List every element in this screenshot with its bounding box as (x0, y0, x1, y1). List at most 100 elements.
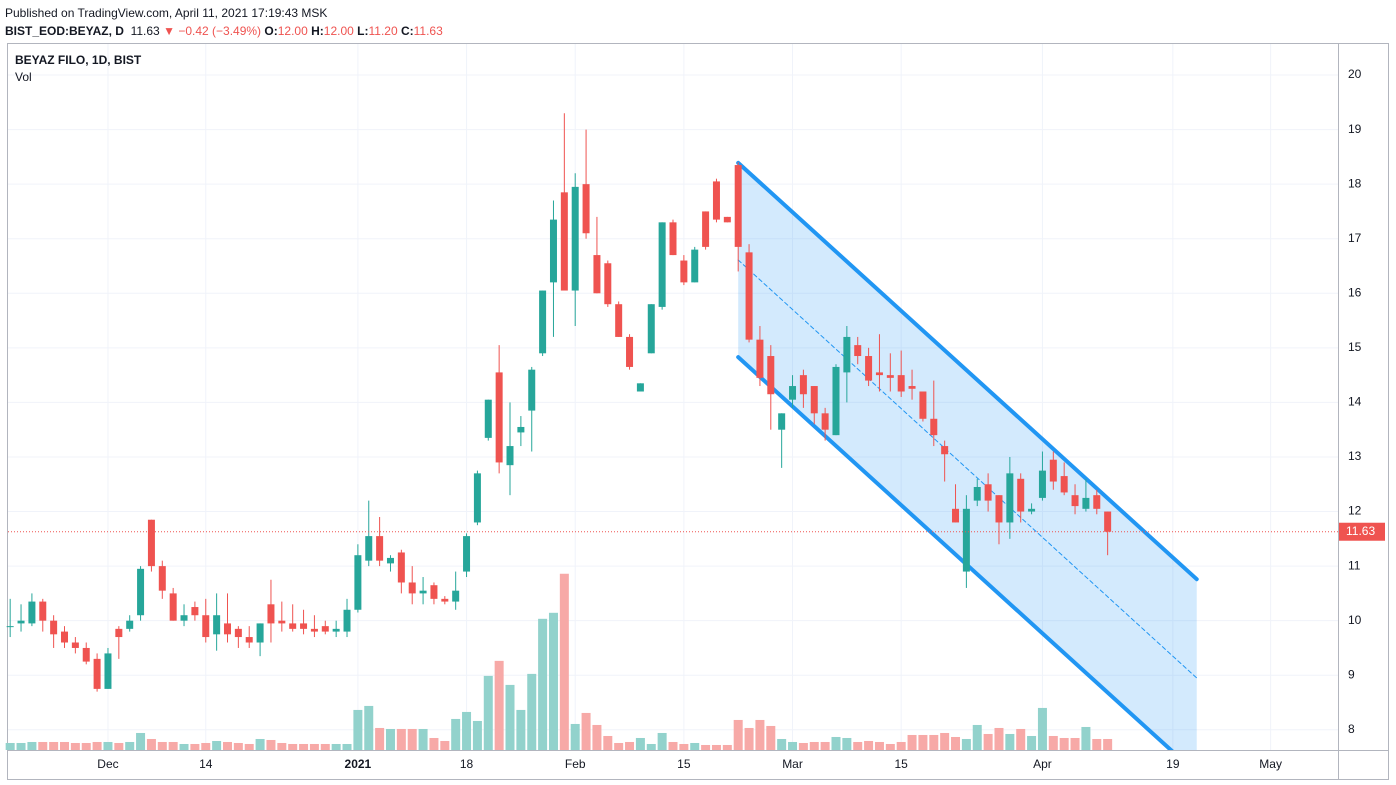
volume-bar (635, 737, 645, 750)
volume-bar (385, 728, 395, 750)
volume-bar (701, 744, 711, 750)
candle-body (495, 372, 503, 463)
x-tick-label: Dec (97, 757, 118, 771)
candle-body (778, 413, 786, 430)
candle-body (506, 446, 514, 466)
candle-body (376, 536, 384, 561)
candle-body (17, 620, 25, 624)
o: 12.00 (277, 24, 308, 38)
volume-bar (842, 737, 852, 750)
volume-bar (755, 719, 765, 750)
volume-bar (690, 742, 700, 750)
volume-bar (483, 675, 493, 750)
c-label: C: (400, 24, 414, 38)
candle-body (571, 186, 579, 291)
volume-bar (375, 727, 385, 750)
y-tick-label: 12 (1348, 504, 1362, 518)
candle-body (702, 211, 710, 247)
volume-bar (16, 742, 26, 750)
candle-body (169, 593, 177, 621)
volume-bar (733, 719, 743, 750)
volume-bar (288, 743, 298, 750)
candle-body (582, 184, 590, 234)
volume-bar (190, 743, 200, 750)
y-tick-label: 8 (1348, 722, 1355, 736)
volume-bar (940, 732, 950, 750)
volume-bar (244, 743, 254, 750)
volume-bar (668, 741, 678, 750)
volume-bar (679, 743, 689, 750)
volume-bar (472, 720, 482, 750)
volume-bar (364, 705, 374, 750)
volume (5, 573, 1113, 750)
candle-body (245, 637, 253, 643)
candles (6, 113, 1112, 692)
candle-body (930, 418, 938, 436)
candle-body (354, 555, 362, 610)
arrow: ▼ (163, 24, 175, 38)
volume-bar (353, 709, 363, 750)
y-tick-label: 17 (1348, 231, 1362, 245)
volume-bar (972, 724, 982, 750)
x-tick-label: Feb (565, 757, 586, 771)
candle-body (1104, 511, 1112, 532)
candle-body (647, 304, 655, 354)
volume-bar (559, 573, 569, 750)
channel-fill (738, 162, 1197, 750)
candle-body (658, 222, 666, 307)
volume-bar (407, 728, 417, 750)
candle-body (50, 620, 58, 635)
x-tick-label: Apr (1033, 757, 1052, 771)
candle-body (897, 375, 905, 392)
candle-body (767, 356, 775, 395)
candle-body (712, 181, 720, 220)
volume-bar (212, 740, 222, 750)
channel-upper (736, 160, 1199, 582)
candle-body (636, 383, 644, 392)
volume-bar (60, 741, 70, 750)
volume-bar (201, 742, 211, 750)
volume-bar (896, 741, 906, 750)
candle-body (560, 192, 568, 291)
candle-body (463, 536, 471, 572)
candle-body (6, 626, 14, 628)
candle-body (789, 386, 797, 400)
volume-bar (1070, 737, 1080, 750)
candle-body (158, 566, 166, 591)
volume-bar (1092, 738, 1102, 750)
candle-body (528, 369, 536, 411)
candle-body (137, 568, 145, 616)
candle-body (126, 620, 134, 629)
volume-bar (929, 734, 939, 750)
volume-bar (1005, 733, 1015, 750)
volume-bar (864, 740, 874, 750)
volume-bar (766, 725, 776, 750)
y-tick-label: 13 (1348, 449, 1362, 463)
symbol-line: BIST_EOD:BEYAZ, D 11.63 ▼ −0.42 (−3.49%)… (5, 22, 443, 40)
candle-body (745, 252, 753, 340)
candle-body (234, 628, 242, 638)
volume-bar (1027, 735, 1037, 750)
candle-body (593, 255, 601, 294)
x-tick-label: 18 (460, 757, 474, 771)
candle-body (223, 623, 231, 635)
volume-bar (331, 743, 341, 750)
volume-bar (233, 742, 243, 750)
h: 12.00 (323, 24, 354, 38)
channel (736, 160, 1199, 750)
volume-bar (179, 743, 189, 750)
candle-body (669, 222, 677, 256)
candle-body (810, 386, 818, 414)
candle-body (256, 623, 264, 643)
volume-bar (961, 738, 971, 750)
volume-bar (81, 742, 91, 750)
volume-bar (49, 741, 59, 750)
x-tick-label: 19 (1166, 757, 1180, 771)
volume-bar (342, 743, 352, 750)
volume-bar (38, 741, 48, 750)
volume-bar (994, 727, 1004, 750)
volume-bar (1016, 728, 1026, 750)
volume-bar (1048, 735, 1058, 750)
x-tick-label: May (1259, 757, 1282, 771)
